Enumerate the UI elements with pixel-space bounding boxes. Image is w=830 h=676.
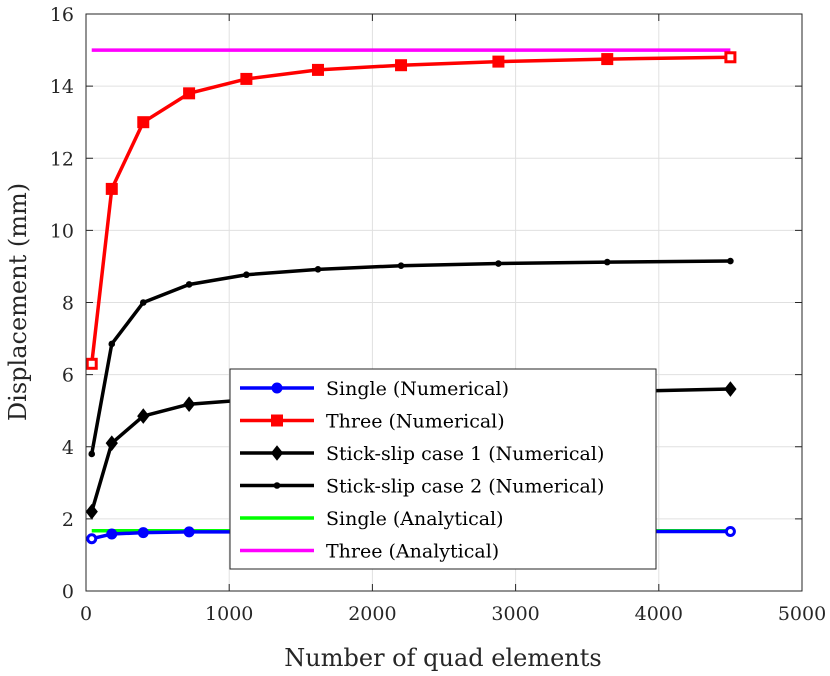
data-point	[137, 408, 150, 424]
series-stick-slip-case-2-numerical	[88, 257, 734, 458]
data-point	[105, 435, 118, 451]
y-tick-label: 6	[62, 365, 74, 387]
data-point	[727, 257, 734, 265]
data-point	[183, 87, 196, 100]
legend-entry-stick-slip-case-2-numerical: Stick-slip case 2 (Numerical)	[240, 476, 604, 498]
x-tick-label: 3000	[491, 603, 539, 625]
data-point	[395, 59, 408, 72]
legend-swatch-marker	[271, 414, 283, 427]
legend-label: Three (Numerical)	[326, 411, 505, 433]
legend-label: Single (Numerical)	[326, 378, 509, 400]
legend-entry-three-numerical: Three (Numerical)	[240, 411, 505, 433]
x-tick-label: 4000	[635, 603, 683, 625]
data-point	[601, 53, 614, 66]
data-point	[724, 381, 737, 397]
data-point	[105, 182, 118, 195]
data-point	[243, 271, 250, 279]
data-point	[495, 260, 502, 267]
data-point	[492, 55, 505, 68]
y-tick-label: 12	[50, 148, 74, 170]
data-point	[182, 396, 196, 413]
x-tick-label: 2000	[348, 603, 396, 625]
data-point-highlight	[727, 528, 733, 534]
data-point	[137, 527, 149, 539]
data-point	[137, 116, 150, 129]
x-axis-label: Number of quad elements	[284, 644, 601, 672]
legend-swatch-marker	[273, 482, 281, 489]
series-line	[90, 259, 731, 455]
data-point	[185, 281, 193, 288]
legend-entry-three-analytical: Three (Analytical)	[240, 541, 499, 563]
data-point	[240, 72, 253, 85]
y-tick-label: 10	[50, 220, 74, 242]
data-point	[183, 526, 195, 538]
legend-label: Stick-slip case 2 (Numerical)	[326, 476, 604, 498]
data-point-highlight	[89, 536, 95, 542]
series-line	[89, 55, 731, 365]
legend: Single (Numerical) Three (Numerical) Stick…	[229, 368, 657, 570]
y-tick-label: 4	[62, 437, 74, 459]
data-point	[108, 340, 116, 348]
data-point	[314, 266, 322, 273]
data-point	[106, 528, 118, 540]
x-tick-label: 5000	[778, 603, 826, 625]
x-tick-label: 1000	[205, 603, 253, 625]
data-point-highlight	[88, 360, 95, 367]
legend-label: Three (Analytical)	[326, 541, 499, 563]
legend-entry-single-numerical: Single (Numerical)	[240, 378, 509, 400]
data-point	[603, 258, 611, 266]
legend-label: Single (Analytical)	[326, 508, 504, 530]
legend-box	[229, 368, 657, 570]
y-axis-label: Displacement (mm)	[4, 183, 32, 421]
data-point-highlight	[727, 54, 734, 61]
data-point	[88, 450, 96, 458]
legend-label: Stick-slip case 1 (Numerical)	[326, 443, 604, 465]
data-point	[311, 63, 324, 76]
plot-area	[85, 48, 737, 545]
legend-entry-single-analytical: Single (Analytical)	[240, 508, 504, 530]
x-tick-label: 0	[80, 603, 92, 625]
ticks: 0 1000 2000 3000 4000 5000 0 2 4 6 8 10 12 14 16	[50, 4, 826, 625]
y-tick-label: 14	[50, 76, 74, 98]
data-point	[139, 299, 147, 306]
y-tick-label: 16	[50, 4, 74, 26]
legend-entry-stick-slip-case-1-numerical: Stick-slip case 1 (Numerical)	[240, 443, 604, 465]
legend-swatch-marker	[271, 382, 283, 394]
y-tick-label: 0	[62, 581, 74, 603]
y-tick-label: 2	[62, 509, 74, 531]
legend-swatch-marker	[270, 445, 284, 461]
data-point	[397, 262, 405, 270]
y-tick-label: 8	[62, 293, 74, 315]
